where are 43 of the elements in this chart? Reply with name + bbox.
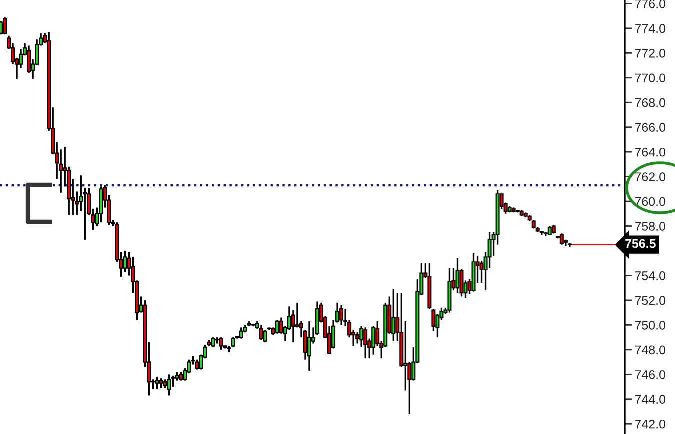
candlestick bbox=[308, 320, 312, 372]
y-tick-label: 774.0 bbox=[635, 24, 666, 34]
candlestick bbox=[239, 326, 244, 340]
candlestick bbox=[219, 336, 224, 351]
y-tick-label: 742.0 bbox=[635, 420, 666, 429]
y-tick-label: 760.0 bbox=[635, 197, 666, 206]
y-tick-label: 754.0 bbox=[635, 272, 666, 280]
y-tick-label: 748.0 bbox=[635, 346, 666, 355]
y-tick-label: 776.0 bbox=[635, 0, 666, 8]
y-tick-label: 764.0 bbox=[635, 148, 666, 157]
candlestick bbox=[275, 319, 280, 335]
y-tick-label: 746.0 bbox=[635, 370, 666, 380]
y-tick-label: 770.0 bbox=[635, 74, 666, 83]
y-tick-label: 772.0 bbox=[635, 48, 666, 58]
y-tick-label: 762.0 bbox=[635, 172, 666, 182]
candlestick bbox=[404, 320, 408, 392]
candlestick bbox=[295, 302, 300, 328]
candlestick bbox=[560, 232, 564, 246]
candlestick bbox=[155, 376, 160, 390]
y-tick-label: 758.0 bbox=[635, 222, 666, 231]
candlestick bbox=[259, 324, 264, 341]
candlestick bbox=[211, 336, 216, 348]
candlestick bbox=[167, 374, 172, 397]
candlestick bbox=[456, 258, 460, 294]
ref-line-label: 756.5 bbox=[626, 239, 656, 248]
candlestick bbox=[231, 336, 236, 348]
candlestick bbox=[159, 378, 164, 390]
candlestick bbox=[392, 288, 396, 342]
y-tick-label: 750.0 bbox=[635, 320, 666, 330]
candlestick bbox=[364, 326, 368, 360]
candlestick bbox=[195, 358, 200, 371]
candlestick bbox=[263, 329, 268, 344]
y-tick-label: 766.0 bbox=[635, 123, 666, 132]
candlestick bbox=[3, 16, 8, 36]
candlestick bbox=[480, 260, 484, 284]
y-tick-label: 768.0 bbox=[635, 98, 666, 108]
candlestick bbox=[356, 332, 360, 345]
candlestick bbox=[372, 326, 376, 356]
candlestick bbox=[0, 20, 3, 36]
y-tick-label: 752.0 bbox=[635, 296, 666, 306]
candlestick bbox=[340, 304, 344, 326]
candlestick bbox=[123, 250, 128, 273]
y-tick-label: 744.0 bbox=[635, 395, 666, 404]
